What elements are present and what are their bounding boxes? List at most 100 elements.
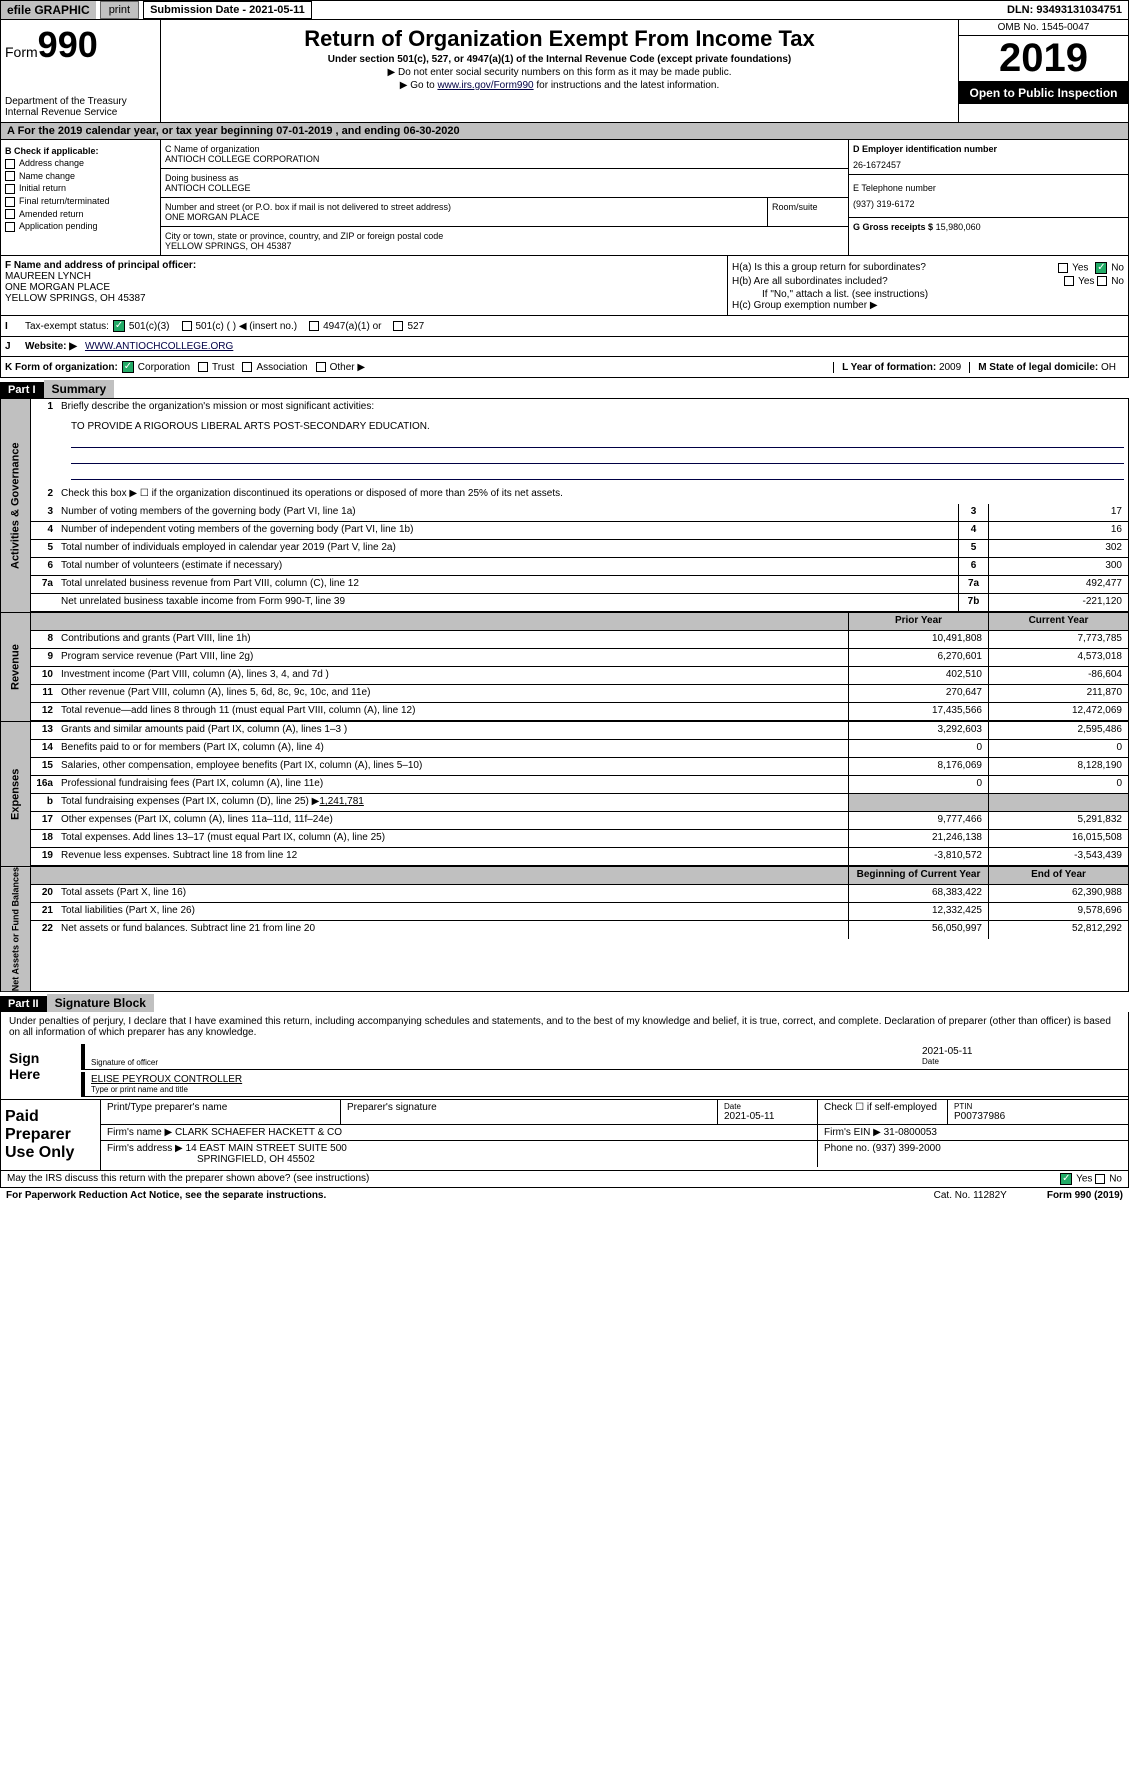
sign-here-label: Sign Here xyxy=(1,1042,81,1099)
domicile-value: OH xyxy=(1101,362,1116,373)
website-row: J Website: ▶ WWW.ANTIOCHCOLLEGE.ORG xyxy=(0,337,1129,357)
line1-label: Briefly describe the organization's miss… xyxy=(59,399,1128,417)
instruction-2-post: for instructions and the latest informat… xyxy=(534,80,720,91)
instruction-1: ▶ Do not enter social security numbers o… xyxy=(165,67,954,78)
period-row: A For the 2019 calendar year, or tax yea… xyxy=(0,123,1129,140)
firm-name: CLARK SCHAEFER HACKETT & CO xyxy=(175,1127,342,1138)
officer-street: ONE MORGAN PLACE xyxy=(5,282,723,293)
trust-checkbox[interactable] xyxy=(198,362,208,372)
checkbox-app-pending[interactable] xyxy=(5,222,15,232)
line6-value: 300 xyxy=(988,558,1128,575)
cat-number: Cat. No. 11282Y xyxy=(934,1190,1007,1201)
tax-label: Tax-exempt status: xyxy=(25,321,109,332)
part2-header: Part II xyxy=(0,996,47,1012)
form-ref: Form 990 (2019) xyxy=(1047,1190,1123,1201)
line7a-label: Total unrelated business revenue from Pa… xyxy=(59,576,958,593)
instruction-2-pre: ▶ Go to xyxy=(400,80,438,91)
prior-year-header: Prior Year xyxy=(848,613,988,630)
gross-value: 15,980,060 xyxy=(936,222,981,232)
year-formation-label: L Year of formation: xyxy=(842,362,936,373)
footer-row: For Paperwork Reduction Act Notice, see … xyxy=(0,1188,1129,1203)
line6-label: Total number of volunteers (estimate if … xyxy=(59,558,958,575)
4947-checkbox[interactable] xyxy=(309,321,319,331)
name-label: C Name of organization xyxy=(165,144,844,154)
line5-value: 302 xyxy=(988,540,1128,557)
org-name: ANTIOCH COLLEGE CORPORATION xyxy=(165,154,844,164)
501c3-checkbox[interactable] xyxy=(113,320,125,332)
checkbox-final-return[interactable] xyxy=(5,197,15,207)
501c-checkbox[interactable] xyxy=(182,321,192,331)
eoy-header: End of Year xyxy=(988,867,1128,884)
hb-label: H(b) Are all subordinates included? xyxy=(732,276,888,287)
line4-value: 16 xyxy=(988,522,1128,539)
form-number: 990 xyxy=(38,24,98,65)
discuss-question: May the IRS discuss this return with the… xyxy=(7,1173,369,1185)
line7b-label: Net unrelated business taxable income fr… xyxy=(59,594,958,611)
hb-no-checkbox[interactable] xyxy=(1097,276,1107,286)
ha-yes-checkbox[interactable] xyxy=(1058,263,1068,273)
discuss-yes-checkbox[interactable] xyxy=(1060,1173,1072,1185)
form-header: Form990 Department of the Treasury Inter… xyxy=(0,20,1129,123)
gross-label: G Gross receipts $ xyxy=(853,222,933,232)
corp-checkbox[interactable] xyxy=(122,361,134,373)
checkbox-name-change[interactable] xyxy=(5,171,15,181)
print-button[interactable]: print xyxy=(100,1,139,19)
discuss-row: May the IRS discuss this return with the… xyxy=(0,1171,1129,1188)
line2-label: Check this box ▶ ☐ if the organization d… xyxy=(59,486,1128,504)
revenue-section: Revenue Prior YearCurrent Year 8Contribu… xyxy=(0,613,1129,722)
form-subtitle: Under section 501(c), 527, or 4947(a)(1)… xyxy=(165,54,954,65)
checkbox-amended[interactable] xyxy=(5,209,15,219)
ein-label: D Employer identification number xyxy=(853,144,1124,154)
year-formation-value: 2009 xyxy=(939,362,961,373)
tax-year: 2019 xyxy=(959,36,1128,82)
other-checkbox[interactable] xyxy=(316,362,326,372)
part1-body: Activities & Governance 1Briefly describ… xyxy=(0,398,1129,613)
mission-underline xyxy=(71,434,1124,448)
efile-label: efile GRAPHIC xyxy=(1,1,96,19)
ha-no-checkbox[interactable] xyxy=(1095,262,1107,274)
hc-label: H(c) Group exemption number ▶ xyxy=(732,300,1124,311)
tab-netassets: Net Assets or Fund Balances xyxy=(1,867,31,991)
mission-underline xyxy=(71,450,1124,464)
fh-section: F Name and address of principal officer:… xyxy=(0,256,1129,316)
room-label: Room/suite xyxy=(768,198,848,226)
hb-yes-checkbox[interactable] xyxy=(1064,276,1074,286)
firm-addr2: SPRINGFIELD, OH 45502 xyxy=(197,1154,315,1165)
info-section: B Check if applicable: Address change Na… xyxy=(0,140,1129,256)
checkbox-address-change[interactable] xyxy=(5,159,15,169)
irs-link[interactable]: www.irs.gov/Form990 xyxy=(437,80,533,91)
submission-date: Submission Date - 2021-05-11 xyxy=(143,1,312,19)
phone-label: E Telephone number xyxy=(853,183,1124,193)
expenses-section: Expenses 13Grants and similar amounts pa… xyxy=(0,722,1129,867)
website-link[interactable]: WWW.ANTIOCHCOLLEGE.ORG xyxy=(85,341,233,352)
line7a-value: 492,477 xyxy=(988,576,1128,593)
checkbox-initial-return[interactable] xyxy=(5,184,15,194)
ha-label: H(a) Is this a group return for subordin… xyxy=(732,262,926,274)
typed-name-label: Type or print name and title xyxy=(91,1085,242,1094)
top-bar: efile GRAPHIC print Submission Date - 20… xyxy=(0,0,1129,20)
discuss-no-checkbox[interactable] xyxy=(1095,1174,1105,1184)
dba-label: Doing business as xyxy=(165,173,844,183)
k-label: K Form of organization: xyxy=(5,362,118,373)
pra-notice: For Paperwork Reduction Act Notice, see … xyxy=(6,1190,326,1201)
officer-city: YELLOW SPRINGS, OH 45387 xyxy=(5,293,723,304)
firm-ein: 31-0800053 xyxy=(884,1127,937,1138)
line4-label: Number of independent voting members of … xyxy=(59,522,958,539)
527-checkbox[interactable] xyxy=(393,321,403,331)
paid-preparer-block: Paid Preparer Use Only Print/Type prepar… xyxy=(0,1100,1129,1171)
boy-header: Beginning of Current Year xyxy=(848,867,988,884)
street-label: Number and street (or P.O. box if mail i… xyxy=(165,202,763,212)
ein-value: 26-1672457 xyxy=(853,160,1124,170)
line5-label: Total number of individuals employed in … xyxy=(59,540,958,557)
self-employed-check: Check ☐ if self-employed xyxy=(818,1100,948,1124)
netassets-section: Net Assets or Fund Balances Beginning of… xyxy=(0,867,1129,992)
hb-note: If "No," attach a list. (see instruction… xyxy=(732,289,1124,300)
signature-block: Under penalties of perjury, I declare th… xyxy=(0,1012,1129,1100)
domicile-label: M State of legal domicile: xyxy=(978,362,1098,373)
tab-expenses: Expenses xyxy=(1,722,31,866)
sig-officer-label: Signature of officer xyxy=(91,1058,158,1067)
omb-number: OMB No. 1545-0047 xyxy=(959,20,1128,36)
sig-date: 2021-05-11 xyxy=(922,1046,1122,1057)
assoc-checkbox[interactable] xyxy=(242,362,252,372)
part1-title: Summary xyxy=(44,380,115,398)
